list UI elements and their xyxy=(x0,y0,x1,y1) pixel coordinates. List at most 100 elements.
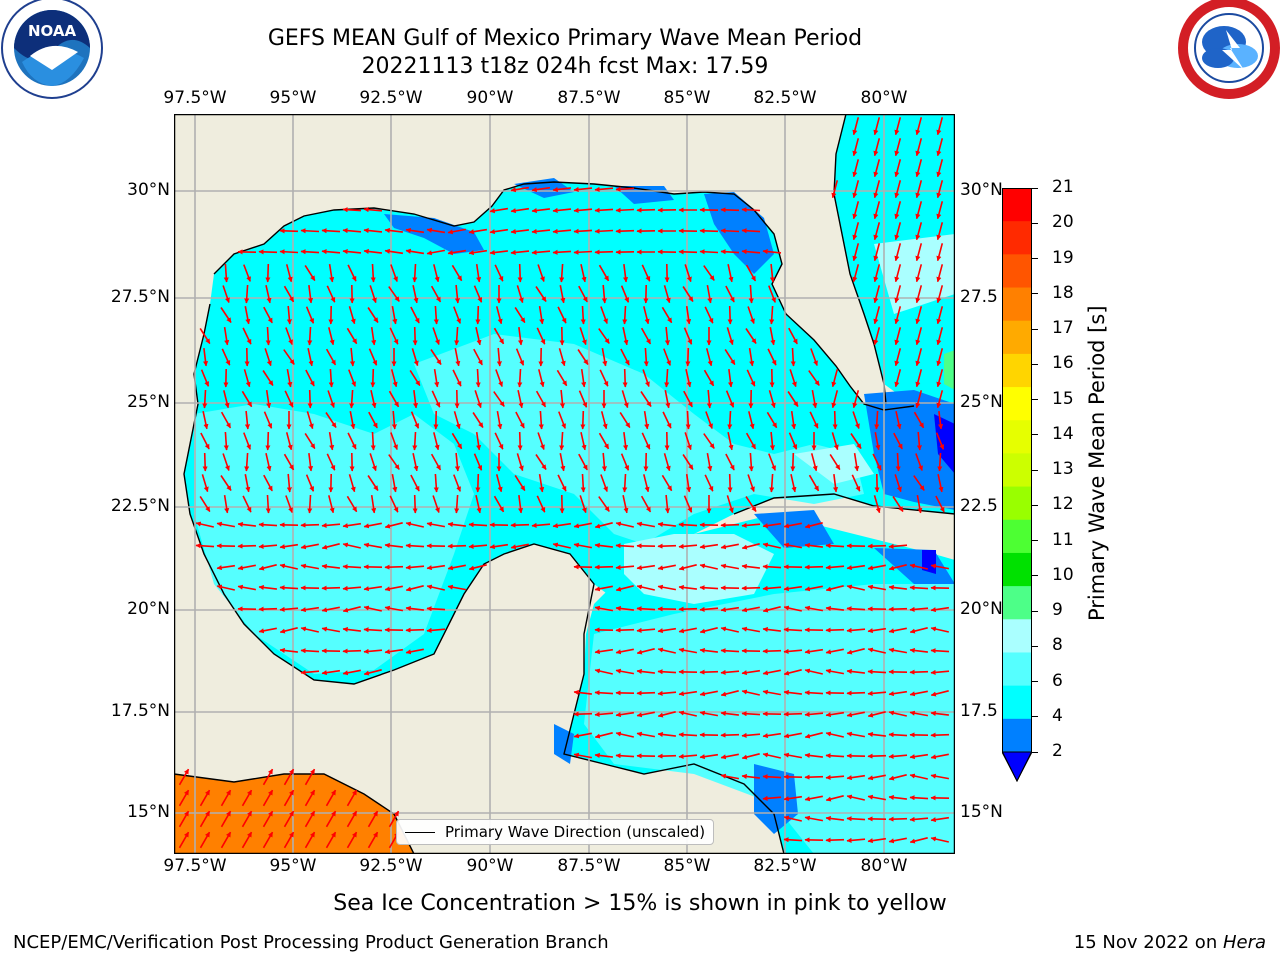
wave-arrow xyxy=(370,390,377,409)
coastline-mexico xyxy=(183,303,785,854)
wave-arrow xyxy=(619,411,631,429)
wave-arrow xyxy=(804,585,823,592)
colorbar-segment xyxy=(1002,320,1032,355)
wave-arrow xyxy=(915,390,923,409)
wave-arrow xyxy=(851,474,861,492)
wave-arrow xyxy=(873,495,881,514)
wave-arrow xyxy=(594,648,614,655)
wave-arrow xyxy=(846,627,866,633)
wave-arrow xyxy=(867,753,887,759)
wave-arrow xyxy=(825,543,845,549)
wave-arrow xyxy=(598,432,610,450)
wave-arrow xyxy=(363,248,382,255)
wave-arrow xyxy=(769,431,775,451)
wave-arrow xyxy=(727,369,734,388)
wave-arrow xyxy=(594,186,614,192)
wave-arrow xyxy=(367,307,379,323)
wave-arrow xyxy=(517,263,523,283)
wave-arrow xyxy=(559,285,566,304)
wave-arrow xyxy=(342,585,362,591)
wave-arrow xyxy=(745,432,757,450)
wave-arrow xyxy=(412,285,419,304)
wave-arrow xyxy=(515,411,525,429)
lon-tick-top: 87.5°W xyxy=(557,88,621,108)
wave-arrow xyxy=(431,390,441,408)
wave-arrow xyxy=(472,412,484,428)
footer-right: 15 Nov 2022 on Hera xyxy=(1074,932,1266,953)
wave-arrow xyxy=(258,564,277,571)
wave-arrow xyxy=(258,249,278,255)
wave-arrow xyxy=(594,732,613,739)
wave-arrow xyxy=(762,626,781,633)
wave-arrow xyxy=(867,564,886,571)
lat-tick-right: 25°N xyxy=(960,392,1003,412)
wave-arrow xyxy=(283,789,295,807)
wave-arrow xyxy=(599,369,609,387)
wave-arrow xyxy=(262,768,274,786)
wave-arrow xyxy=(936,222,944,241)
wave-arrow xyxy=(307,326,313,346)
lon-tick-bottom: 87.5°W xyxy=(557,856,621,876)
wave-arrow xyxy=(510,249,530,255)
wave-arrow xyxy=(342,648,362,654)
wave-arrow xyxy=(699,606,719,612)
wave-arrow xyxy=(468,249,488,256)
wave-arrow xyxy=(783,669,802,676)
wave-arrow xyxy=(762,732,782,739)
wave-arrow xyxy=(258,584,277,591)
wave-arrow xyxy=(579,495,587,514)
wave-arrow xyxy=(363,585,383,592)
wave-arrow xyxy=(370,431,376,451)
colorbar-gradient xyxy=(1001,188,1033,783)
wave-arrow xyxy=(216,564,236,571)
wave-arrow xyxy=(265,389,272,409)
wave-arrow xyxy=(783,837,803,843)
wave-arrow xyxy=(202,389,208,409)
wave-arrow xyxy=(747,306,755,324)
colorbar xyxy=(1001,188,1033,783)
wave-arrow xyxy=(241,831,253,849)
wave-arrow xyxy=(741,773,760,780)
wave-arrow xyxy=(347,432,357,450)
wave-arrow xyxy=(300,228,320,234)
wave-arrow xyxy=(453,411,461,430)
colorbar-tick-mark xyxy=(1032,575,1038,577)
wave-arrow xyxy=(300,543,319,550)
wave-arrow xyxy=(430,453,442,471)
wave-arrow xyxy=(808,370,820,386)
wave-arrow xyxy=(916,431,922,451)
wave-arrow xyxy=(615,711,635,718)
wave-arrow xyxy=(300,249,320,255)
wave-arrow xyxy=(615,753,635,759)
wave-arrow xyxy=(783,815,802,822)
wave-arrow xyxy=(745,496,757,512)
wave-arrow xyxy=(515,348,525,366)
wave-arrow xyxy=(873,138,881,157)
lat-tick-right: 27.5 xyxy=(960,287,998,307)
wave-arrow xyxy=(326,285,336,303)
wave-arrow xyxy=(368,348,378,366)
lat-tick-right: 17.5 xyxy=(960,701,998,721)
wave-arrow xyxy=(720,249,740,255)
wave-arrow xyxy=(894,159,902,178)
wave-arrow xyxy=(304,789,316,807)
wave-arrow xyxy=(300,669,320,675)
wave-arrow xyxy=(517,431,523,451)
wave-arrow xyxy=(664,326,670,346)
wave-arrow xyxy=(745,328,757,344)
wave-arrow xyxy=(216,521,236,528)
wave-arrow xyxy=(473,348,483,366)
wave-arrow xyxy=(909,837,928,844)
wave-arrow xyxy=(783,605,802,612)
wave-arrow xyxy=(306,411,314,430)
wave-arrow xyxy=(622,264,629,283)
colorbar-tick-mark xyxy=(1032,434,1038,436)
wave-arrow xyxy=(622,495,629,514)
wave-arrow xyxy=(748,284,754,304)
colorbar-tick-label: 19 xyxy=(1052,247,1074,268)
wave-arrow xyxy=(433,473,439,493)
wave-arrow xyxy=(412,494,418,514)
wave-arrow xyxy=(475,431,482,451)
wave-arrow xyxy=(283,768,295,786)
wave-arrow xyxy=(531,186,551,193)
